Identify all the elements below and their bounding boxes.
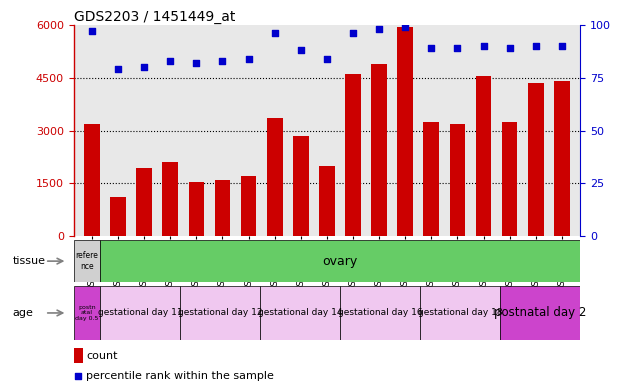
Text: gestational day 12: gestational day 12 [178, 308, 263, 318]
Point [426, 45, 437, 51]
Text: refere
nce: refere nce [76, 252, 99, 271]
Text: postn
atal
day 0.5: postn atal day 0.5 [76, 305, 99, 321]
Point [217, 58, 228, 64]
Bar [449, 124, 465, 236]
Text: tissue: tissue [13, 256, 46, 266]
Bar [345, 74, 361, 236]
Bar [180, 286, 260, 340]
Point [270, 30, 280, 36]
Bar [340, 286, 420, 340]
Bar [84, 124, 100, 236]
Bar [476, 76, 492, 236]
Bar [267, 118, 283, 236]
Bar [137, 167, 152, 236]
Bar [371, 64, 387, 236]
Bar [500, 286, 580, 340]
Point [400, 24, 410, 30]
Point [453, 45, 463, 51]
Bar [74, 286, 101, 340]
Text: percentile rank within the sample: percentile rank within the sample [87, 371, 274, 381]
Point [348, 30, 358, 36]
Bar [554, 81, 570, 236]
Bar [74, 240, 101, 282]
Point [531, 43, 541, 49]
Text: postnatal day 2: postnatal day 2 [494, 306, 587, 319]
Point [322, 56, 332, 62]
Bar [528, 83, 544, 236]
Point [113, 66, 123, 73]
Bar [420, 286, 500, 340]
Bar [319, 166, 335, 236]
Text: ovary: ovary [322, 255, 358, 268]
Point [504, 45, 515, 51]
Point [478, 43, 488, 49]
Bar [502, 122, 517, 236]
Point [165, 58, 176, 64]
Bar [188, 182, 204, 236]
Bar [241, 176, 256, 236]
Text: count: count [87, 351, 118, 361]
Bar [424, 122, 439, 236]
Bar [260, 286, 340, 340]
Point [191, 60, 201, 66]
Point [139, 64, 149, 70]
Text: gestational day 11: gestational day 11 [98, 308, 183, 318]
Text: GDS2203 / 1451449_at: GDS2203 / 1451449_at [74, 10, 235, 24]
Text: gestational day 14: gestational day 14 [258, 308, 342, 318]
Bar [101, 286, 180, 340]
Bar [293, 136, 308, 236]
Point [87, 28, 97, 35]
Point [296, 47, 306, 53]
Point [244, 56, 254, 62]
Point [73, 372, 83, 379]
Bar [74, 348, 83, 363]
Text: gestational day 16: gestational day 16 [338, 308, 422, 318]
Bar [215, 180, 230, 236]
Text: gestational day 18: gestational day 18 [418, 308, 503, 318]
Point [374, 26, 384, 32]
Bar [110, 197, 126, 236]
Bar [162, 162, 178, 236]
Text: age: age [13, 308, 34, 318]
Point [556, 43, 567, 49]
Bar [397, 27, 413, 236]
